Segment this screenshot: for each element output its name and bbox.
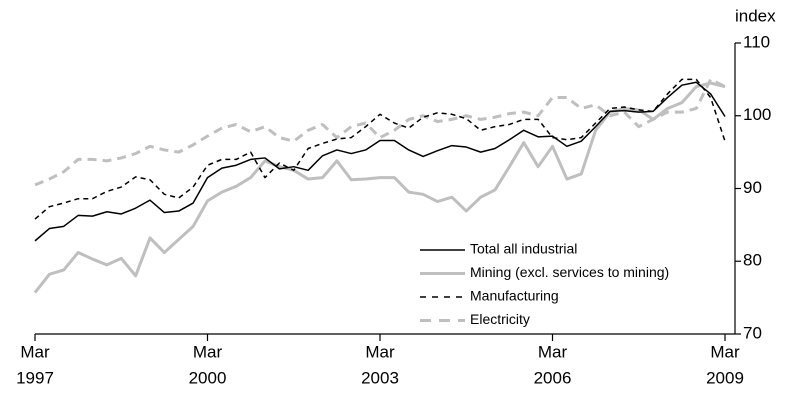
x-tick-label: Mar xyxy=(365,342,395,361)
y-tick-label: 90 xyxy=(743,178,762,197)
x-tick-label: 1997 xyxy=(16,368,54,387)
y-tick-label: 80 xyxy=(743,251,762,270)
axis-label: index xyxy=(735,6,776,25)
x-tick-label: Mar xyxy=(20,342,50,361)
legend-label: Electricity xyxy=(470,311,530,327)
x-tick-label: Mar xyxy=(538,342,568,361)
series-line xyxy=(34,77,726,187)
y-tick-label: 70 xyxy=(743,323,762,342)
x-tick-label: 2009 xyxy=(706,368,744,387)
series-line xyxy=(34,78,726,220)
x-tick-label: Mar xyxy=(193,342,223,361)
legend-label: Mining (excl. services to mining) xyxy=(470,264,669,280)
x-tick-label: 2000 xyxy=(189,368,227,387)
y-tick-label: 100 xyxy=(743,105,771,124)
x-tick-label: 2003 xyxy=(361,368,399,387)
x-tick-label: Mar xyxy=(710,342,740,361)
legend-label: Manufacturing xyxy=(470,288,559,304)
series-line xyxy=(34,81,726,242)
x-tick-label: 2006 xyxy=(534,368,572,387)
legend-label: Total all industrial xyxy=(470,241,577,257)
y-tick-label: 110 xyxy=(743,32,770,51)
